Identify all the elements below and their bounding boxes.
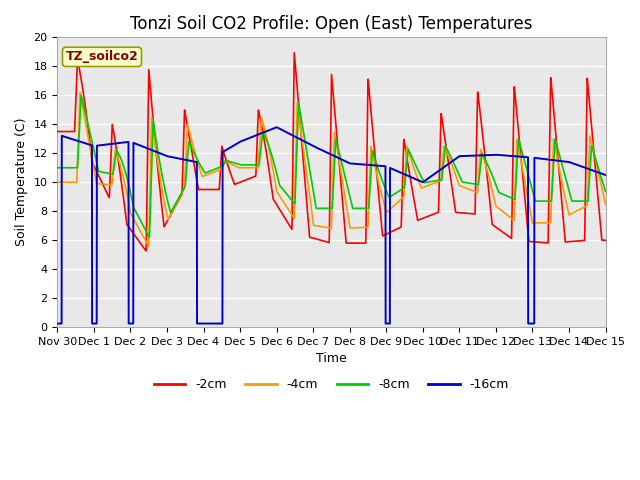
- Text: TZ_soilco2: TZ_soilco2: [66, 50, 138, 63]
- Legend: -2cm, -4cm, -8cm, -16cm: -2cm, -4cm, -8cm, -16cm: [149, 373, 514, 396]
- Y-axis label: Soil Temperature (C): Soil Temperature (C): [15, 118, 28, 247]
- Title: Tonzi Soil CO2 Profile: Open (East) Temperatures: Tonzi Soil CO2 Profile: Open (East) Temp…: [130, 15, 532, 33]
- X-axis label: Time: Time: [316, 352, 347, 365]
